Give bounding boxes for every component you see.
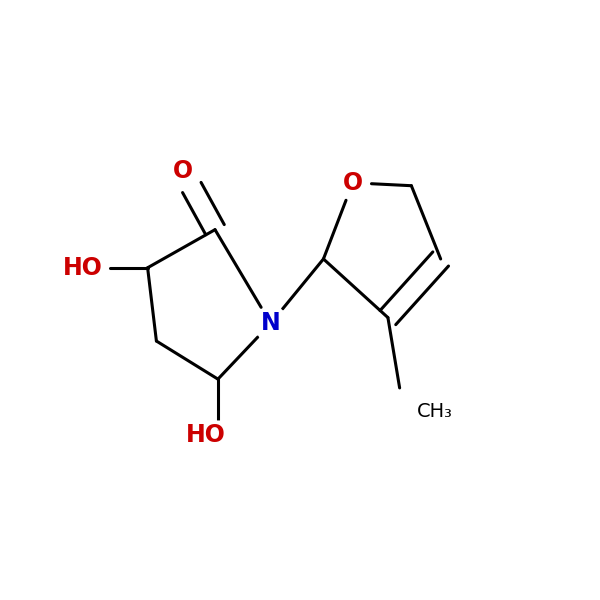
Text: HO: HO [63,256,103,280]
Text: HO: HO [186,423,226,447]
Text: O: O [173,159,193,183]
Text: N: N [261,311,281,335]
Text: CH₃: CH₃ [417,402,453,421]
Text: O: O [343,171,363,195]
